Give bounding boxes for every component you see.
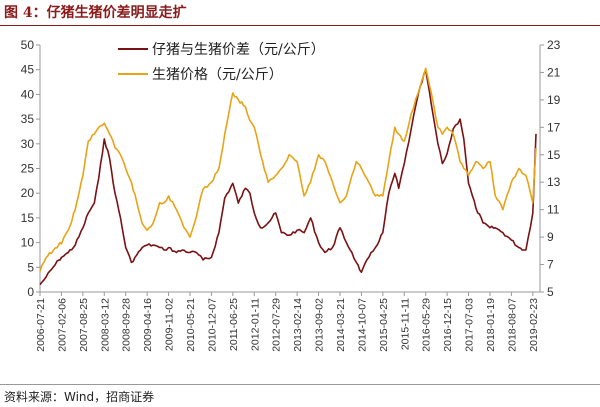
chart-legend: 仔猪与生猪价差（元/公斤） 生猪价格（元/公斤） bbox=[118, 42, 325, 83]
right-tick-label: 23 bbox=[547, 38, 561, 52]
x-tick-label: 2012-01-11 bbox=[249, 298, 261, 351]
series-layer bbox=[39, 67, 537, 286]
left-tick-label: 5 bbox=[27, 260, 34, 274]
left-tick-label: 30 bbox=[21, 137, 35, 151]
x-tick-label: 2013-02-14 bbox=[292, 298, 304, 352]
x-tick-label: 2013-09-02 bbox=[314, 298, 326, 352]
figure-title: 图 4：仔猪生猪价差明显走扩 bbox=[4, 5, 187, 21]
right-tick-label: 21 bbox=[547, 65, 561, 79]
x-tick-label: 2015-04-25 bbox=[378, 298, 390, 352]
x-tick-label: 2007-02-06 bbox=[56, 298, 68, 352]
legend-label-spread: 仔猪与生猪价差（元/公斤） bbox=[152, 42, 325, 58]
x-axis: 2006-07-21 2007-02-06 2007-08-25 2008-03-12… bbox=[35, 292, 540, 352]
right-tick-label: 15 bbox=[547, 148, 561, 162]
x-tick-label: 2011-06-25 bbox=[228, 298, 240, 351]
left-tick-label: 10 bbox=[21, 236, 35, 250]
spread-series-line bbox=[39, 68, 537, 286]
legend-label-price: 生猪价格（元/公斤） bbox=[152, 67, 283, 83]
x-tick-label: 2008-09-28 bbox=[121, 298, 133, 352]
x-tick-label: 2015-11-11 bbox=[399, 298, 411, 350]
x-tick-label: 2019-02-23 bbox=[528, 298, 540, 352]
right-y-axis: 5 7 9 11 13 15 17 19 21 23 bbox=[540, 38, 561, 299]
title-underline bbox=[0, 25, 600, 26]
x-tick-label: 2014-03-21 bbox=[335, 298, 347, 352]
x-tick-label: 2012-07-29 bbox=[271, 298, 283, 352]
hog-price-series-line bbox=[39, 67, 537, 272]
left-tick-label: 40 bbox=[21, 87, 35, 101]
x-tick-label: 2016-05-29 bbox=[421, 298, 433, 352]
x-tick-label: 2006-07-21 bbox=[35, 298, 47, 352]
right-tick-label: 19 bbox=[547, 93, 561, 107]
x-tick-label: 2018-08-07 bbox=[506, 298, 518, 352]
x-tick-label: 2014-10-07 bbox=[356, 298, 368, 352]
x-tick-label: 2010-12-07 bbox=[206, 298, 218, 352]
left-tick-label: 50 bbox=[21, 38, 35, 52]
x-tick-label: 2009-04-16 bbox=[142, 298, 154, 352]
x-tick-label: 2007-08-25 bbox=[78, 298, 90, 352]
right-tick-label: 17 bbox=[547, 120, 561, 134]
right-tick-label: 5 bbox=[547, 285, 554, 299]
right-tick-label: 7 bbox=[547, 258, 554, 272]
source-divider bbox=[0, 384, 600, 385]
left-tick-label: 45 bbox=[21, 63, 35, 77]
source-note: 资料来源：Wind，招商证券 bbox=[4, 390, 155, 404]
right-tick-label: 11 bbox=[547, 203, 560, 217]
left-tick-label: 15 bbox=[21, 211, 35, 225]
x-tick-label: 2010-05-21 bbox=[185, 298, 197, 352]
x-tick-label: 2016-12-15 bbox=[442, 298, 454, 352]
x-tick-label: 2009-11-02 bbox=[164, 298, 176, 351]
left-tick-label: 35 bbox=[21, 112, 35, 126]
left-tick-label: 20 bbox=[21, 186, 35, 200]
left-tick-label: 25 bbox=[21, 162, 35, 176]
right-tick-label: 9 bbox=[547, 230, 554, 244]
left-tick-label: 0 bbox=[27, 285, 34, 299]
x-tick-label: 2017-07-03 bbox=[464, 298, 476, 352]
dual-axis-line-chart: 0 5 10 15 20 25 30 35 40 45 50 5 7 9 11 13 15 17 19 21 23 2… bbox=[21, 38, 561, 352]
left-y-axis: 0 5 10 15 20 25 30 35 40 45 50 bbox=[21, 38, 40, 299]
x-tick-label: 2008-03-12 bbox=[99, 298, 111, 352]
right-tick-label: 13 bbox=[547, 175, 561, 189]
x-tick-label: 2018-01-19 bbox=[485, 298, 497, 352]
